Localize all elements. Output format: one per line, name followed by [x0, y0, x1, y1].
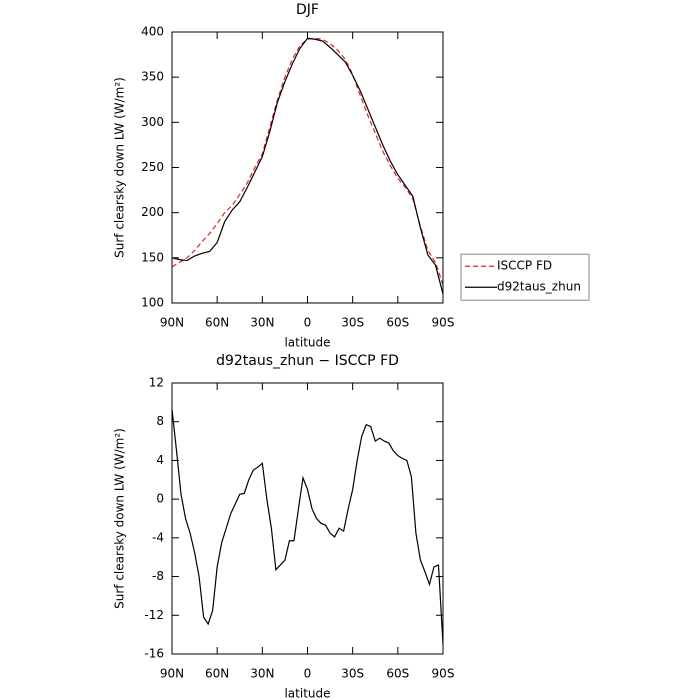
y-tick-label: 250	[141, 160, 164, 174]
y-tick-label: -12	[144, 608, 164, 622]
y-axis-label: Surf clearsky down LW (W/m²)	[113, 428, 127, 609]
legend-box	[460, 253, 590, 301]
x-tick-label: 0	[304, 316, 312, 330]
x-tick-label: 90S	[432, 667, 455, 681]
plot-frame	[171, 31, 444, 304]
data-line	[171, 37, 444, 295]
chart-title: d92taus_zhun − ISCCP FD	[216, 353, 399, 369]
x-tick-label: 30S	[341, 316, 364, 330]
y-tick-label: -4	[152, 530, 164, 544]
y-tick-label: 4	[156, 453, 164, 467]
y-tick-label: -16	[144, 647, 164, 661]
y-tick-label: 400	[141, 25, 164, 39]
x-tick-label: 90N	[160, 316, 184, 330]
legend-label: ISCCP FD	[497, 259, 552, 273]
x-tick-label: 60N	[205, 316, 229, 330]
x-tick-label: 30N	[250, 667, 274, 681]
y-tick-label: 0	[156, 492, 164, 506]
x-tick-label: 0	[304, 667, 312, 681]
y-tick-label: 8	[156, 414, 164, 428]
y-tick-label: 300	[141, 115, 164, 129]
x-axis-label: latitude	[284, 687, 330, 700]
y-tick-label: 200	[141, 205, 164, 219]
x-tick-label: 60S	[386, 316, 409, 330]
y-axis-label: Surf clearsky down LW (W/m²)	[113, 77, 127, 258]
chart-title: DJF	[296, 2, 319, 18]
y-tick-label: 150	[141, 250, 164, 264]
x-axis-label: latitude	[284, 336, 330, 350]
x-tick-label: 60S	[386, 667, 409, 681]
y-tick-label: 12	[149, 376, 164, 390]
x-tick-label: 30N	[250, 316, 274, 330]
legend-label: d92taus_zhun	[497, 280, 581, 294]
y-tick-label: 100	[141, 296, 164, 310]
data-line	[171, 409, 444, 645]
x-tick-label: 60N	[205, 667, 229, 681]
x-tick-label: 30S	[341, 667, 364, 681]
y-tick-label: -8	[152, 569, 164, 583]
y-tick-label: 350	[141, 70, 164, 84]
x-tick-label: 90N	[160, 667, 184, 681]
plot-frame	[171, 382, 444, 655]
x-tick-label: 90S	[432, 316, 455, 330]
